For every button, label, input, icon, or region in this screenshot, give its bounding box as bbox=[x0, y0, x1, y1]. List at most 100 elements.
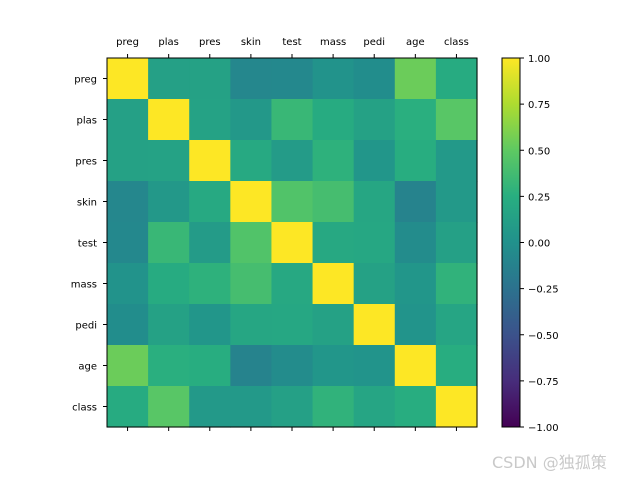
heatmap-cell-plas-mass bbox=[312, 99, 355, 141]
heatmap-cell-test-preg bbox=[107, 222, 149, 264]
y-tick-label-class: class bbox=[72, 403, 97, 414]
heatmap-cell-plas-age bbox=[394, 99, 437, 141]
heatmap-cell-preg-preg bbox=[107, 58, 149, 100]
heatmap-cell-age-pres bbox=[189, 345, 231, 387]
heatmap-cell-pedi-pedi bbox=[353, 304, 396, 346]
colorbar-tick-labels: 1.00 0.75 0.50 0.25 0.00 −0.25 −0.50 −0.75 −1.00 bbox=[520, 54, 559, 434]
heatmap-cell-preg-pedi bbox=[353, 58, 396, 100]
heatmap-cell-pedi-skin bbox=[230, 304, 273, 346]
heatmap-cell-pedi-age bbox=[394, 304, 437, 346]
heatmap-cell-mass-class bbox=[435, 263, 478, 305]
heatmap-cell-skin-mass bbox=[312, 181, 355, 223]
heatmap-cell-plas-skin bbox=[230, 99, 273, 141]
colorbar-tick-label-7: −0.75 bbox=[528, 377, 559, 388]
heatmap-cell-age-pedi bbox=[353, 345, 396, 387]
heatmap-cell-pres-class bbox=[435, 140, 478, 182]
heatmap-cell-pedi-preg bbox=[107, 304, 149, 346]
heatmap-cell-preg-test bbox=[271, 58, 314, 100]
heatmap-cell-mass-preg bbox=[107, 263, 149, 305]
heatmap-cell-skin-age bbox=[394, 181, 437, 223]
heatmap-cell-preg-age bbox=[394, 58, 437, 100]
heatmap-cell-class-pedi bbox=[353, 386, 396, 428]
colorbar-tick-label-4: 0.00 bbox=[528, 239, 550, 250]
heatmap-cell-pres-pedi bbox=[353, 140, 396, 182]
heatmap-cell-pres-test bbox=[271, 140, 314, 182]
heatmap-cell-pedi-test bbox=[271, 304, 314, 346]
y-tick-label-mass: mass bbox=[71, 280, 97, 291]
heatmap-cell-pres-mass bbox=[312, 140, 355, 182]
heatmap-cell-skin-class bbox=[435, 181, 478, 223]
heatmap-cell-mass-skin bbox=[230, 263, 273, 305]
heatmap-cell-skin-pedi bbox=[353, 181, 396, 223]
x-tick-label-age: age bbox=[406, 37, 425, 48]
heatmap-cell-mass-mass bbox=[312, 263, 355, 305]
heatmap-cell-mass-plas bbox=[148, 263, 190, 305]
heatmap-cell-class-skin bbox=[230, 386, 273, 428]
x-tick-label-preg: preg bbox=[116, 37, 139, 48]
heatmap-cell-preg-class bbox=[435, 58, 478, 100]
heatmap-cell-test-mass bbox=[312, 222, 355, 264]
heatmap-cell-pres-skin bbox=[230, 140, 273, 182]
heatmap-cell-pedi-plas bbox=[148, 304, 190, 346]
heatmap-cell-plas-test bbox=[271, 99, 314, 141]
colorbar-tick-label-2: 0.50 bbox=[528, 146, 550, 157]
heatmap-cell-pedi-class bbox=[435, 304, 478, 346]
heatmap-cell-age-age bbox=[394, 345, 437, 387]
x-tick-label-pedi: pedi bbox=[363, 37, 385, 48]
x-tick-label-test: test bbox=[282, 37, 301, 48]
colorbar-tick-label-1: 0.75 bbox=[528, 100, 550, 111]
heatmap-cell-class-class bbox=[435, 386, 478, 428]
heatmap-cell-age-class bbox=[435, 345, 478, 387]
heatmap-cell-test-plas bbox=[148, 222, 190, 264]
heatmap-cell-test-pedi bbox=[353, 222, 396, 264]
heatmap-cell-plas-preg bbox=[107, 99, 149, 141]
y-tick-label-preg: preg bbox=[74, 75, 97, 86]
heatmap-cell-skin-test bbox=[271, 181, 314, 223]
heatmap-cell-age-preg bbox=[107, 345, 149, 387]
heatmap-cell-class-age bbox=[394, 386, 437, 428]
y-tick-labels: preg plas pres skin test mass pedi age class bbox=[71, 75, 107, 414]
heatmap-cell-pres-age bbox=[394, 140, 437, 182]
heatmap-cell-pres-plas bbox=[148, 140, 190, 182]
heatmap-cell-age-test bbox=[271, 345, 314, 387]
heatmap-cell-mass-pres bbox=[189, 263, 231, 305]
y-tick-label-skin: skin bbox=[77, 198, 97, 209]
heatmap-cell-test-test bbox=[271, 222, 314, 264]
heatmap-cell-plas-class bbox=[435, 99, 478, 141]
colorbar-tick-label-3: 0.25 bbox=[528, 192, 550, 203]
heatmap-cell-test-pres bbox=[189, 222, 231, 264]
y-tick-label-plas: plas bbox=[77, 116, 97, 127]
x-tick-label-class: class bbox=[444, 37, 469, 48]
heatmap-cell-preg-plas bbox=[148, 58, 190, 100]
heatmap-cell-plas-pres bbox=[189, 99, 231, 141]
y-tick-label-test: test bbox=[78, 239, 97, 250]
heatmap-cells bbox=[107, 58, 478, 428]
heatmap-cell-pres-preg bbox=[107, 140, 149, 182]
heatmap-cell-test-skin bbox=[230, 222, 273, 264]
y-tick-label-age: age bbox=[78, 362, 97, 373]
heatmap-cell-skin-preg bbox=[107, 181, 149, 223]
heatmap-cell-plas-pedi bbox=[353, 99, 396, 141]
colorbar-tick-label-5: −0.25 bbox=[528, 285, 559, 296]
heatmap-cell-skin-skin bbox=[230, 181, 273, 223]
heatmap-cell-class-pres bbox=[189, 386, 231, 428]
x-tick-label-mass: mass bbox=[320, 37, 346, 48]
colorbar-tick-label-6: −0.50 bbox=[528, 331, 559, 342]
heatmap-cell-age-mass bbox=[312, 345, 355, 387]
heatmap-cell-mass-age bbox=[394, 263, 437, 305]
y-tick-label-pedi: pedi bbox=[75, 321, 97, 332]
heatmap-cell-preg-skin bbox=[230, 58, 273, 100]
watermark-text: CSDN @独孤策 bbox=[492, 453, 607, 472]
heatmap-cell-age-skin bbox=[230, 345, 273, 387]
heatmap-cell-mass-test bbox=[271, 263, 314, 305]
heatmap-cell-class-preg bbox=[107, 386, 149, 428]
heatmap-cell-class-test bbox=[271, 386, 314, 428]
heatmap-cell-age-plas bbox=[148, 345, 190, 387]
heatmap-cell-preg-pres bbox=[189, 58, 231, 100]
heatmap-cell-skin-pres bbox=[189, 181, 231, 223]
y-tick-label-pres: pres bbox=[75, 157, 97, 168]
heatmap-cell-skin-plas bbox=[148, 181, 190, 223]
heatmap-cell-class-plas bbox=[148, 386, 190, 428]
heatmap-cell-class-mass bbox=[312, 386, 355, 428]
